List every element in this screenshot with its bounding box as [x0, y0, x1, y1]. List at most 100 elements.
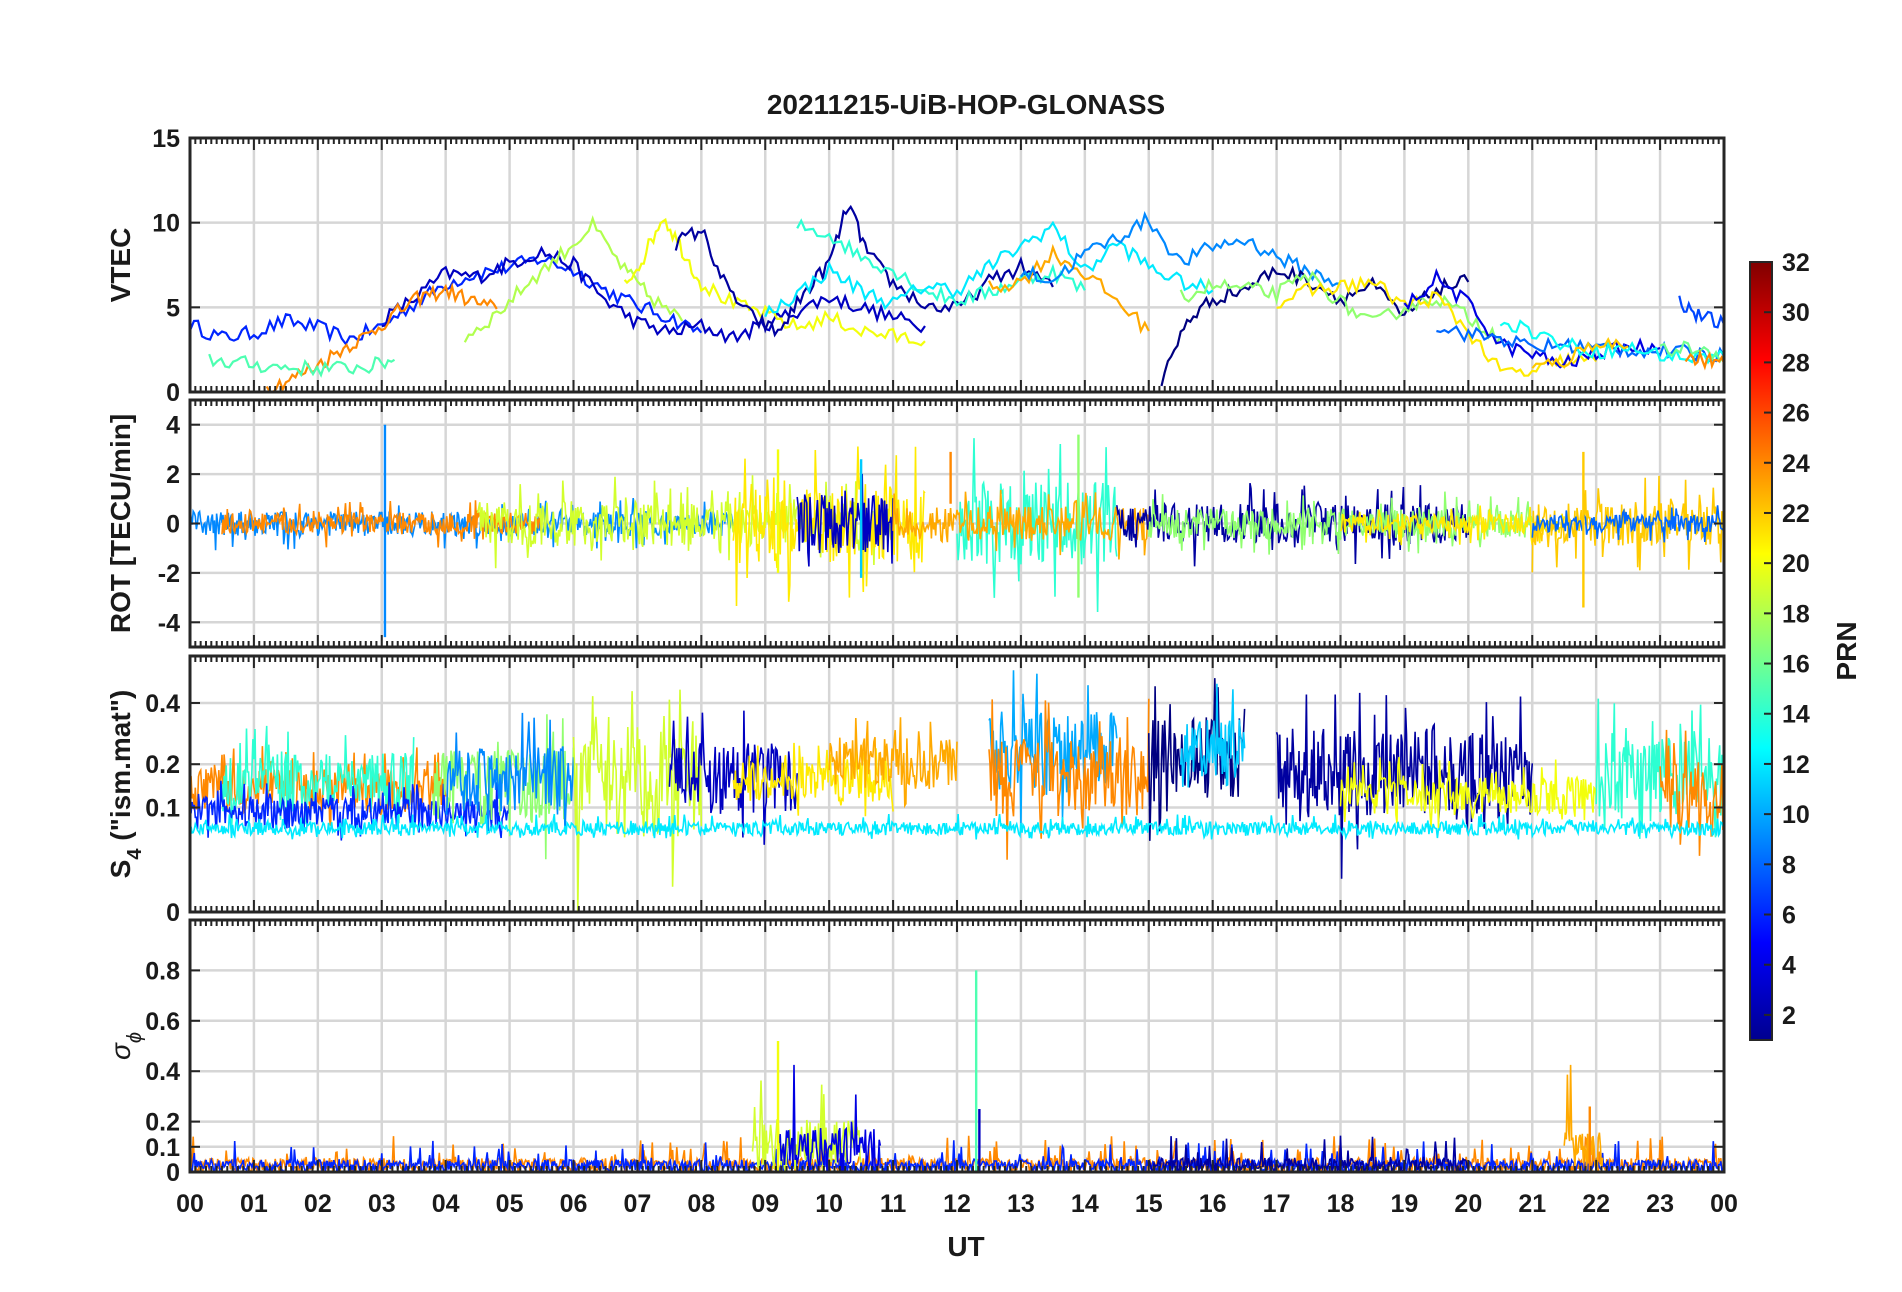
series-trace-prn-2 [1275, 692, 1534, 879]
series-trace-prn-4 [777, 1064, 882, 1172]
series-line-prn-15 [208, 353, 396, 378]
y-tick-label: 15 [152, 125, 180, 153]
x-tick-label: 08 [687, 1190, 715, 1218]
series-line-prn-17 [1179, 270, 1502, 346]
colorbar-tick-label: 32 [1782, 249, 1810, 277]
y-tick-label: -2 [158, 560, 180, 588]
x-tick-label: 05 [496, 1190, 524, 1218]
x-tick-label: 20 [1454, 1190, 1482, 1218]
colorbar-tick-label: 26 [1782, 400, 1810, 428]
series-trace-prn-17 [1148, 491, 1534, 555]
series-line-prn-12 [764, 220, 1214, 318]
colorbar-label: PRN [1831, 621, 1862, 680]
y-tick-label: 0.2 [145, 751, 180, 779]
colorbar-tick-label: 12 [1782, 751, 1810, 779]
x-tick-label: 18 [1327, 1190, 1355, 1218]
x-axis-title: UT [947, 1231, 984, 1262]
y-tick-label: 0.4 [145, 1058, 180, 1086]
x-tick-label: 22 [1582, 1190, 1610, 1218]
series-trace-prn-19 [751, 1080, 862, 1172]
panel-sigma_phi: 00.10.2 0.4 0.6 0.8 σϕ [105, 918, 1726, 1187]
colorbar-tick-label: 6 [1782, 902, 1796, 930]
x-tick-label: 03 [368, 1190, 396, 1218]
panel-rot: -4 -2 0 2 4 ROT [TECU/min] [105, 398, 1726, 649]
series-line-prn-3 [381, 245, 926, 345]
series-trace-prn-23 [828, 717, 958, 809]
x-tick-label: 19 [1391, 1190, 1419, 1218]
y-axis-title-sigma_phi: σϕ [105, 1032, 146, 1060]
y-tick-label: -4 [158, 609, 180, 637]
series-trace-prn-8 [1531, 505, 1724, 543]
x-tick-label: 14 [1071, 1190, 1099, 1218]
y-tick-label: 0.4 [145, 690, 180, 718]
plot-area-rot [190, 424, 1724, 638]
series-trace-prn-12 [190, 813, 1724, 841]
panel-vtec: 0 5 10 15 VTEC [105, 125, 1726, 407]
y-axis-title-vtec: VTEC [105, 228, 136, 303]
series-trace-prn-11 [1179, 683, 1246, 788]
series-trace-prn-6 [190, 780, 511, 841]
panel-s4: 0 0.1 0.2 0.4S4 ("ism.mat") [105, 654, 1726, 927]
y-tick-label: 0.1 [145, 794, 180, 822]
series-line-prn-14 [796, 218, 1086, 307]
colorbar-tick-label: 16 [1782, 651, 1810, 679]
series-trace-prn-22 [1531, 475, 1724, 573]
series-line-prn-7 [1678, 295, 1724, 329]
y-tick-label: 0.2 [145, 1109, 180, 1137]
x-tick-label: 11 [880, 1190, 907, 1218]
series-trace-prn-9 [444, 712, 575, 833]
colorbar-tick-label: 30 [1782, 299, 1810, 327]
y-tick-label: 10 [152, 210, 180, 238]
series-line-prn-22 [1531, 337, 1629, 369]
x-axis: 00 01 02 03 04 05 06 07 08 09 10 11 12 13 14 15 16 17 18 19… [176, 1190, 1738, 1218]
colorbar-tick-label: 14 [1782, 701, 1810, 729]
y-tick-label: 0 [166, 511, 180, 539]
x-tick-label: 17 [1263, 1190, 1291, 1218]
series-line-prn-8 [1436, 324, 1724, 363]
x-tick-label: 01 [240, 1190, 268, 1218]
series-line-prn-23 [988, 243, 1150, 335]
colorbar-tick-label: 28 [1782, 349, 1810, 377]
x-tick-label: 21 [1518, 1190, 1546, 1218]
x-tick-label: 10 [815, 1190, 843, 1218]
colorbar-tick-label: 24 [1782, 450, 1810, 478]
x-tick-label: 00 [1710, 1190, 1738, 1218]
series-line-prn-9 [1020, 210, 1341, 288]
y-tick-label: 5 [166, 294, 180, 322]
series-trace-prn-14 [221, 725, 415, 829]
plot-area-s4 [190, 670, 1724, 912]
colorbar-tick-label: 10 [1782, 801, 1810, 829]
chart-title: 20211215-UiB-HOP-GLONASS [767, 89, 1165, 120]
x-tick-label: 13 [1007, 1190, 1035, 1218]
series-line-prn-24 [265, 282, 498, 392]
series-trace-prn-19 [572, 689, 703, 912]
x-tick-label: 23 [1646, 1190, 1674, 1218]
y-tick-label: 0.8 [145, 957, 180, 985]
y-tick-label: 2 [166, 461, 180, 489]
plot-area-vtec [190, 204, 1724, 392]
series-line-prn-2 [674, 204, 1054, 338]
series-trace-prn-3 [668, 710, 798, 845]
y-tick-label: 0.6 [145, 1008, 180, 1036]
x-tick-label: 06 [560, 1190, 588, 1218]
y-tick-label: 0.1 [145, 1134, 180, 1162]
x-tick-label: 00 [176, 1190, 204, 1218]
series-trace-prn-20 [1339, 756, 1597, 829]
series-trace-prn-17 [432, 714, 575, 860]
series-line-prn-18 [463, 215, 684, 343]
series-trace-prn-24 [1659, 729, 1724, 856]
x-tick-label: 15 [1135, 1190, 1163, 1218]
y-tick-label: 4 [166, 412, 180, 440]
colorbar-tick-label: 2 [1782, 1002, 1796, 1030]
x-tick-label: 12 [943, 1190, 971, 1218]
series-trace-prn-3 [796, 473, 894, 567]
series-trace-prn-23 [892, 489, 1150, 560]
series-trace-prn-21 [1339, 505, 1565, 546]
y-axis-title-s4: S4 ("ism.mat") [105, 690, 146, 879]
colorbar-gradient [1749, 261, 1773, 1041]
y-axis-title-rot: ROT [TECU/min] [105, 414, 136, 633]
colorbar-tick-label: 20 [1782, 550, 1810, 578]
